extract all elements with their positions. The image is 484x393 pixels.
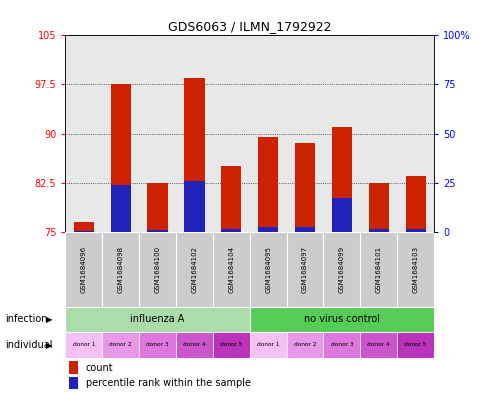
Bar [323,332,360,358]
Text: GSM1684098: GSM1684098 [118,246,123,293]
Text: ▶: ▶ [46,341,52,349]
Bar [221,229,241,232]
Text: donor 3: donor 3 [146,342,168,347]
Text: ▶: ▶ [46,315,52,323]
Bar [368,183,388,232]
Bar [286,232,323,307]
Bar [249,232,286,307]
Bar [249,332,286,358]
Bar [102,232,139,307]
Text: percentile rank within the sample: percentile rank within the sample [86,378,250,388]
Title: GDS6063 / ILMN_1792922: GDS6063 / ILMN_1792922 [167,20,331,33]
Bar [176,332,212,358]
Text: count: count [86,362,113,373]
Bar [110,185,131,232]
Bar [249,307,433,332]
Bar [396,332,433,358]
Text: GSM1684096: GSM1684096 [81,246,87,293]
Text: GSM1684101: GSM1684101 [375,246,381,293]
Text: GSM1684097: GSM1684097 [302,246,307,293]
Bar [368,229,388,232]
Bar [69,377,78,389]
Bar [65,307,249,332]
Bar [294,143,315,232]
Bar [257,137,278,232]
Bar [212,332,249,358]
Bar [396,232,433,307]
Bar [176,232,212,307]
Bar [331,127,351,232]
Text: individual: individual [5,340,52,350]
Bar [139,332,176,358]
Text: donor 4: donor 4 [183,342,205,347]
Bar [147,183,167,232]
Bar [221,166,241,232]
Bar [139,232,176,307]
Text: influenza A: influenza A [130,314,184,324]
Text: donor 3: donor 3 [330,342,352,347]
Bar [360,232,396,307]
Bar [286,332,323,358]
Text: donor 2: donor 2 [293,342,316,347]
Bar [65,332,102,358]
Bar [147,230,167,232]
Text: donor 5: donor 5 [220,342,242,347]
Text: donor 5: donor 5 [404,342,426,347]
Bar [212,232,249,307]
Bar [405,176,425,232]
Bar [360,332,396,358]
Text: donor 1: donor 1 [257,342,279,347]
Bar [69,361,78,373]
Text: infection: infection [5,314,47,324]
Text: GSM1684095: GSM1684095 [265,246,271,293]
Bar [110,84,131,232]
Text: GSM1684102: GSM1684102 [191,246,197,293]
Text: donor 1: donor 1 [73,342,95,347]
Text: donor 2: donor 2 [109,342,132,347]
Text: donor 4: donor 4 [367,342,389,347]
Bar [405,229,425,232]
Bar [74,222,94,232]
Bar [294,227,315,232]
Bar [102,332,139,358]
Bar [74,231,94,232]
Text: no virus control: no virus control [303,314,379,324]
Text: GSM1684099: GSM1684099 [338,246,344,293]
Bar [257,227,278,232]
Bar [184,78,204,232]
Bar [323,232,360,307]
Text: GSM1684104: GSM1684104 [228,246,234,293]
Text: GSM1684103: GSM1684103 [412,246,418,293]
Bar [331,198,351,232]
Text: GSM1684100: GSM1684100 [154,246,160,293]
Bar [184,181,204,232]
Bar [65,232,102,307]
